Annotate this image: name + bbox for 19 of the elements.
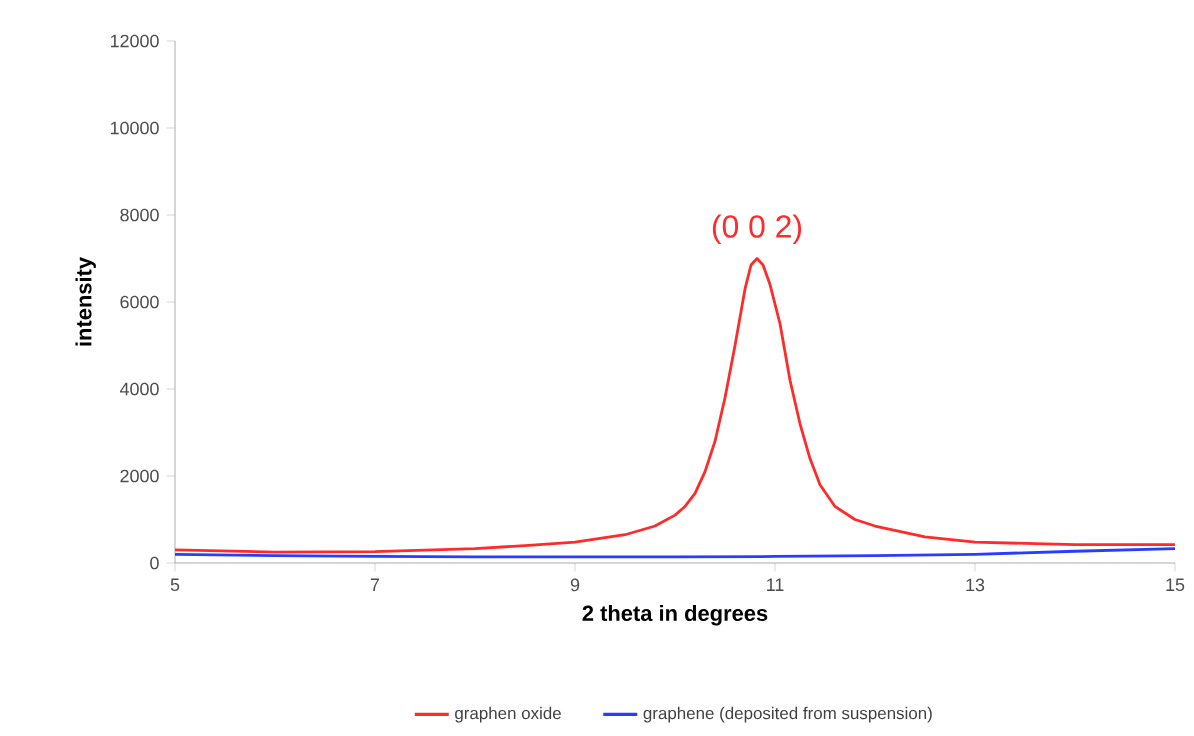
annotation: (0 0 2) (712, 214, 802, 245)
x-tick-label: 11 (767, 578, 784, 591)
y-tick-label: 0 (150, 556, 159, 570)
x-tick-label: 13 (966, 578, 985, 592)
x-tick-label: 9 (570, 578, 580, 592)
x-tick-label: 7 (370, 578, 380, 591)
y-tick-label: 8000 (120, 208, 159, 222)
x-tick-label: 5 (170, 578, 180, 592)
x-axis-title: 2 theta in degrees (582, 604, 768, 626)
y-tick-label: 10000 (110, 121, 159, 135)
y-tick-label: 6000 (120, 295, 159, 309)
x-tick-label: 15 (1166, 578, 1185, 592)
legend-label: graphen oxide (455, 706, 561, 723)
legend-label: graphene (deposited from suspension) (643, 706, 932, 723)
y-tick-label: 4000 (119, 382, 159, 396)
y-tick-label: 2000 (120, 469, 159, 483)
y-tick-label: 12000 (110, 34, 159, 48)
y-axis-title: intensity (75, 257, 96, 346)
line-series (175, 257, 1176, 554)
